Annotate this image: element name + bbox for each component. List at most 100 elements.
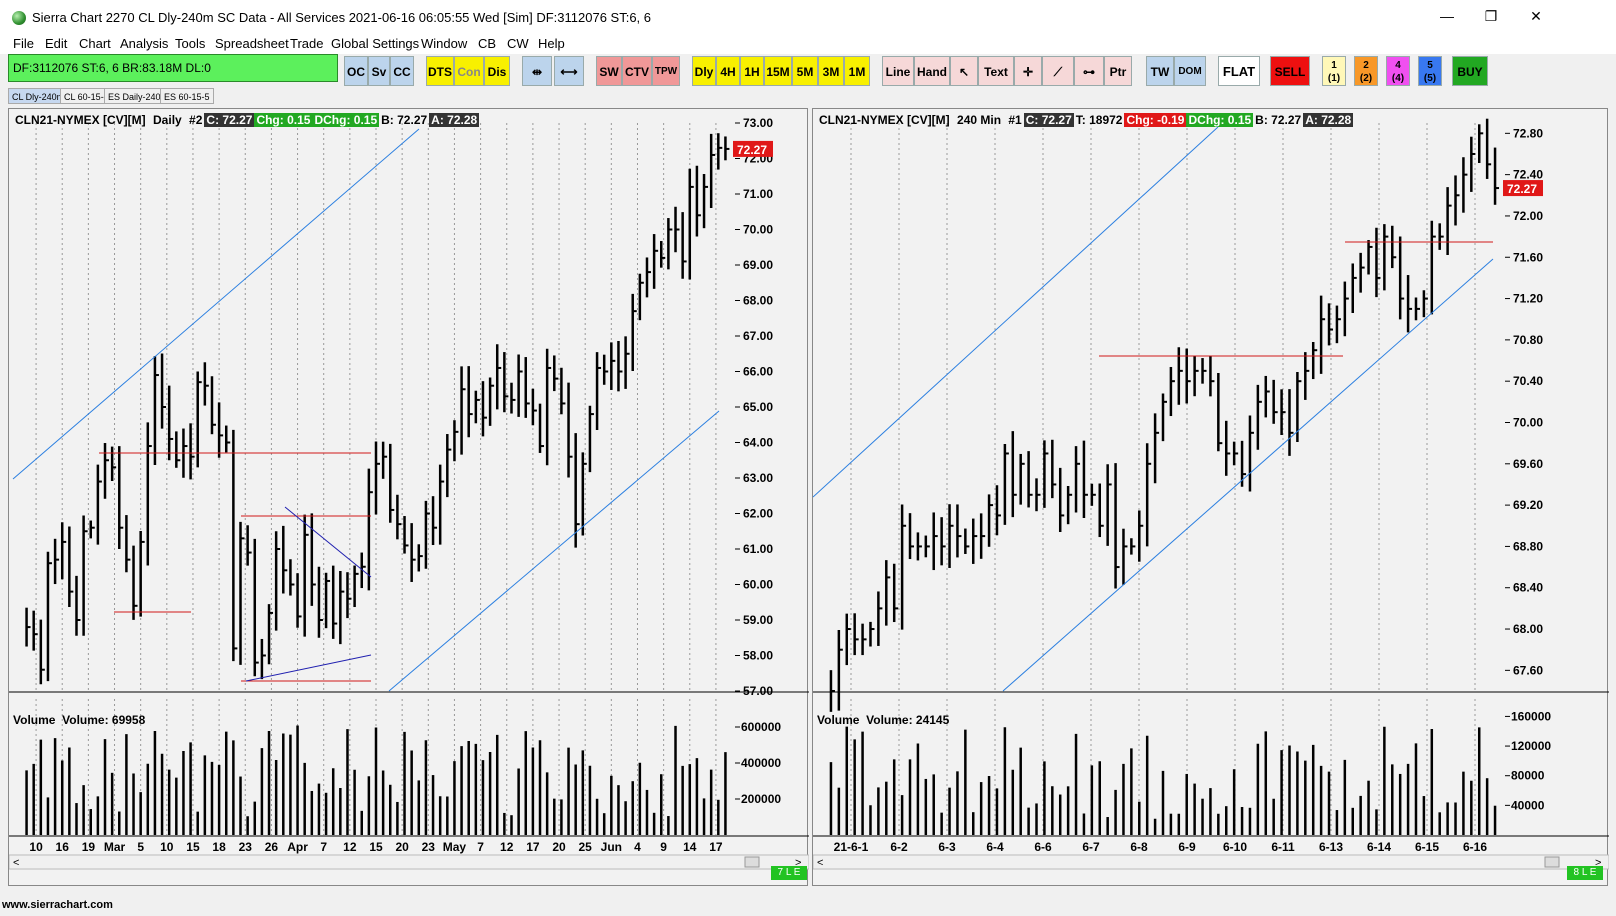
- crosshair-icon[interactable]: ✛: [1014, 56, 1042, 86]
- qty-5-button[interactable]: 5 (5): [1418, 56, 1442, 86]
- x-tick-label: 25: [579, 840, 593, 854]
- x-tick-label: 18: [212, 840, 226, 854]
- y-tick-label: 70.00: [743, 223, 773, 237]
- price-tag-label: 72.27: [1507, 182, 1537, 196]
- x-tick-label: 19: [82, 840, 96, 854]
- line-tool-button[interactable]: Line: [882, 56, 914, 86]
- x-tick-label: May: [443, 840, 467, 854]
- qty-2-button[interactable]: 2 (2): [1354, 56, 1378, 86]
- left-chart-number: #2: [189, 113, 203, 127]
- cursor-icon[interactable]: ↖: [950, 56, 978, 86]
- menu-window[interactable]: Window: [421, 36, 468, 51]
- left-timeframe: Daily: [153, 113, 182, 127]
- 5m-button[interactable]: 5M: [792, 56, 818, 86]
- right-chart-canvas[interactable]: 67.60 68.00 68.40 68.80 69.20 69.60 70.00 70.40…: [813, 109, 1609, 887]
- app-icon: [12, 11, 26, 25]
- upper-channel-line: [813, 126, 1219, 498]
- tab-es-daily-240m[interactable]: ES Daily-240m: [104, 88, 173, 104]
- tpw-button[interactable]: TPW: [652, 56, 680, 86]
- scrollbar-thumb: [744, 856, 760, 868]
- y-tick-label: 68.00: [743, 294, 773, 308]
- right-chg: Chg: -0.19: [1124, 113, 1187, 127]
- oc-button[interactable]: OC: [344, 56, 368, 86]
- tab-es-60-15-5[interactable]: ES 60-15-5: [160, 88, 214, 104]
- left-bid: B: 72.27: [381, 113, 428, 127]
- 1m-button[interactable]: 1M: [844, 56, 870, 86]
- right-timeframe: 240 Min: [957, 113, 1002, 127]
- right-close: C: 72.27: [1023, 113, 1074, 127]
- y-tick-label: 71.00: [743, 187, 773, 201]
- dis-button[interactable]: Dis: [484, 56, 510, 86]
- x-tick-label: 6-11: [1271, 840, 1295, 854]
- zoom-out-icon[interactable]: ⟷: [554, 56, 584, 86]
- hand-tool-button[interactable]: Hand: [914, 56, 950, 86]
- dts-button[interactable]: DTS: [426, 56, 454, 86]
- menu-analysis[interactable]: Analysis: [120, 36, 169, 51]
- menu-chart[interactable]: Chart: [79, 36, 111, 51]
- right-chart-pane[interactable]: 67.60 68.00 68.40 68.80 69.20 69.60 70.00 70.40…: [812, 108, 1609, 887]
- close-button[interactable]: ✕: [1530, 8, 1542, 24]
- qty-1-button[interactable]: 1 (1): [1322, 56, 1346, 86]
- scroll-right-icon: >: [795, 857, 801, 869]
- x-tick-label: 7: [477, 840, 484, 854]
- left-chg: Chg: 0.15: [254, 113, 313, 127]
- text-tool-button[interactable]: Text: [978, 56, 1014, 86]
- menu-edit[interactable]: Edit: [45, 36, 68, 51]
- 1h-button[interactable]: 1H: [740, 56, 764, 86]
- menu-global-settings[interactable]: Global Settings: [331, 36, 420, 51]
- menu-spreadsheet[interactable]: Spreadsheet: [215, 36, 289, 51]
- menu-tools[interactable]: Tools: [175, 36, 206, 51]
- sell-button[interactable]: SELL: [1270, 56, 1310, 86]
- ctv-button[interactable]: CTV: [622, 56, 652, 86]
- menu-cb[interactable]: CB: [478, 36, 497, 51]
- horizontal-scrollbar: [813, 854, 1609, 870]
- triangle-upper-line: [284, 506, 372, 578]
- hline-tool-icon[interactable]: ⊶: [1074, 56, 1104, 86]
- x-tick-label: 17: [709, 840, 723, 854]
- menu-file[interactable]: File: [13, 36, 34, 51]
- 3m-button[interactable]: 3M: [818, 56, 844, 86]
- x-tick-label: 6-9: [1178, 840, 1196, 854]
- sv-button[interactable]: Sv: [368, 56, 390, 86]
- buy-button[interactable]: BUY: [1452, 56, 1488, 86]
- left-chart-pane[interactable]: 57.00 58.00 59.00 60.00 61.00 62.00 63.00 64.00…: [8, 108, 809, 887]
- right-symbol: CLN21-NYMEX [CV][M]: [819, 113, 950, 127]
- 4h-button[interactable]: 4H: [716, 56, 740, 86]
- qty-4-button[interactable]: 4 (4): [1386, 56, 1410, 86]
- left-chart-header: CLN21-NYMEX [CV][M] Daily #2 C: 72.27 Chg:…: [13, 113, 480, 127]
- menu-trade[interactable]: Trade: [290, 36, 324, 51]
- volume-y-tick-label: 160000: [1511, 709, 1551, 723]
- x-tick-label: 10: [29, 840, 43, 854]
- left-le-badge: 7 L E: [771, 866, 807, 880]
- sw-button[interactable]: SW: [596, 56, 622, 86]
- dly-button[interactable]: Dly: [692, 56, 716, 86]
- restore-button[interactable]: ❐: [1484, 8, 1498, 24]
- x-tick-label: Mar: [104, 840, 126, 854]
- y-tick-label: 70.40: [1513, 374, 1543, 388]
- x-tick-label: 15: [186, 840, 200, 854]
- left-dchg: DChg: 0.15: [312, 113, 380, 127]
- right-bid: B: 72.27: [1255, 113, 1302, 127]
- zoom-in-icon[interactable]: ⇹: [522, 56, 552, 86]
- con-button[interactable]: Con: [454, 56, 484, 86]
- flat-button[interactable]: FLAT: [1218, 56, 1260, 86]
- left-close: C: 72.27: [204, 113, 255, 127]
- menu-help[interactable]: Help: [538, 36, 565, 51]
- x-tick-label: 6-10: [1223, 840, 1247, 854]
- y-tick-label: 70.80: [1513, 333, 1543, 347]
- cc-button[interactable]: CC: [390, 56, 414, 86]
- ray-tool-icon[interactable]: ⟋: [1042, 56, 1074, 86]
- minimize-button[interactable]: —: [1440, 8, 1454, 24]
- y-tick-label: 68.40: [1513, 581, 1543, 595]
- tw-button[interactable]: TW: [1146, 56, 1174, 86]
- ptr-button[interactable]: Ptr: [1104, 56, 1132, 86]
- 15m-button[interactable]: 15M: [764, 56, 792, 86]
- website-link[interactable]: www.sierrachart.com: [2, 899, 113, 911]
- dom-button[interactable]: DOM: [1174, 56, 1206, 86]
- volume-y-tick-label: 40000: [1511, 798, 1545, 812]
- scroll-left-icon: <: [13, 857, 19, 869]
- left-chart-canvas[interactable]: 57.00 58.00 59.00 60.00 61.00 62.00 63.00 64.00…: [9, 109, 809, 887]
- x-tick-label: 9: [660, 840, 667, 854]
- menu-cw[interactable]: CW: [507, 36, 529, 51]
- x-tick-label: 6-3: [938, 840, 956, 854]
